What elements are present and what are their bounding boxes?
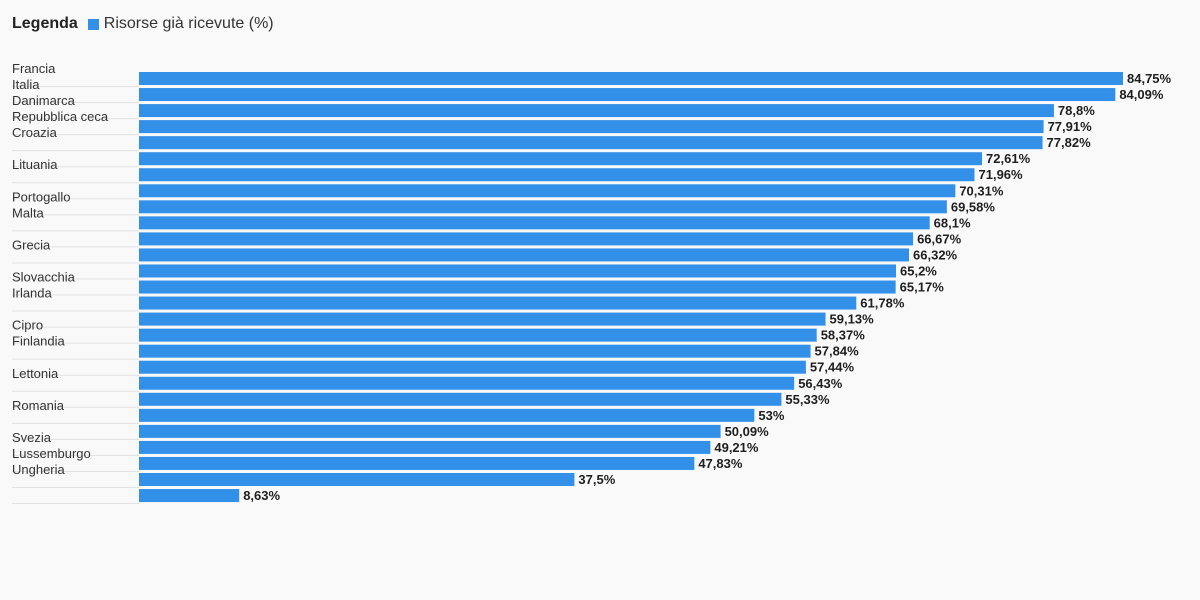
value-label: 50,09% <box>725 424 770 439</box>
category-label: Portogallo <box>12 189 71 204</box>
bar[interactable] <box>139 392 782 406</box>
bar[interactable] <box>139 312 826 326</box>
category-label: Svezia <box>12 430 52 445</box>
category-label: Malta <box>12 205 45 220</box>
value-label: 53% <box>758 408 784 423</box>
bar[interactable] <box>139 489 240 503</box>
bar[interactable] <box>139 120 1044 134</box>
value-label: 68,1% <box>934 215 971 230</box>
bar[interactable] <box>139 200 947 214</box>
value-label: 70,31% <box>959 183 1004 198</box>
category-label: Francia <box>12 61 56 76</box>
value-label: 66,67% <box>917 231 962 246</box>
value-label: 8,63% <box>243 488 280 503</box>
bar[interactable] <box>139 360 806 374</box>
value-label: 57,84% <box>815 344 860 359</box>
bar[interactable] <box>139 376 795 390</box>
value-label: 61,78% <box>860 296 905 311</box>
value-label: 47,83% <box>698 456 743 471</box>
bar[interactable] <box>139 344 811 358</box>
bar[interactable] <box>139 88 1116 102</box>
value-label: 66,32% <box>913 247 958 262</box>
value-label: 37,5% <box>578 472 615 487</box>
category-label: Ungheria <box>12 462 66 477</box>
value-label: 59,13% <box>830 312 875 327</box>
category-label: Lituania <box>12 157 58 172</box>
category-label: Repubblica ceca <box>12 109 109 124</box>
bar[interactable] <box>139 136 1043 150</box>
value-label: 58,37% <box>821 328 866 343</box>
legend-series-label: Risorse già ricevute (%) <box>103 15 274 32</box>
bar[interactable] <box>139 232 914 246</box>
category-label: Finlandia <box>12 334 66 349</box>
bar[interactable] <box>139 456 695 470</box>
legend-title: Legenda <box>12 15 78 32</box>
value-label: 84,09% <box>1119 87 1164 102</box>
category-label: Lussemburgo <box>12 446 91 461</box>
value-label: 69,58% <box>951 199 996 214</box>
bar[interactable] <box>139 280 896 294</box>
value-label: 49,21% <box>714 440 759 455</box>
bar[interactable] <box>139 216 930 230</box>
value-label: 55,33% <box>785 392 830 407</box>
bar[interactable] <box>139 184 956 198</box>
value-label: 77,91% <box>1048 119 1093 134</box>
bar[interactable] <box>139 264 897 278</box>
bar[interactable] <box>139 104 1054 118</box>
category-label: Irlanda <box>12 286 53 301</box>
category-label: Italia <box>12 77 40 92</box>
value-label: 84,75% <box>1127 71 1172 86</box>
value-label: 65,2% <box>900 263 937 278</box>
bar[interactable] <box>139 424 721 438</box>
category-label: Slovacchia <box>12 270 76 285</box>
bar[interactable] <box>139 248 910 262</box>
value-label: 72,61% <box>986 151 1031 166</box>
bar[interactable] <box>139 440 711 454</box>
legend-swatch <box>87 18 99 30</box>
category-label: Lettonia <box>12 366 59 381</box>
value-label: 65,17% <box>900 280 945 295</box>
bar[interactable] <box>139 328 817 342</box>
category-label: Cipro <box>12 318 43 333</box>
category-label: Romania <box>12 398 65 413</box>
category-label: Grecia <box>12 237 51 252</box>
bar[interactable] <box>139 152 983 166</box>
category-label: Croazia <box>12 125 58 140</box>
legend: Legenda Risorse già ricevute (%) <box>12 14 274 34</box>
value-label: 56,43% <box>798 376 843 391</box>
bar[interactable] <box>139 168 975 182</box>
value-label: 57,44% <box>810 360 855 375</box>
bar[interactable] <box>139 72 1123 85</box>
value-label: 78,8% <box>1058 103 1095 118</box>
value-label: 71,96% <box>979 167 1024 182</box>
bar[interactable] <box>139 408 755 422</box>
value-label: 77,82% <box>1047 135 1092 150</box>
bar[interactable] <box>139 473 575 486</box>
bar[interactable] <box>139 296 857 310</box>
category-label: Danimarca <box>12 93 76 108</box>
